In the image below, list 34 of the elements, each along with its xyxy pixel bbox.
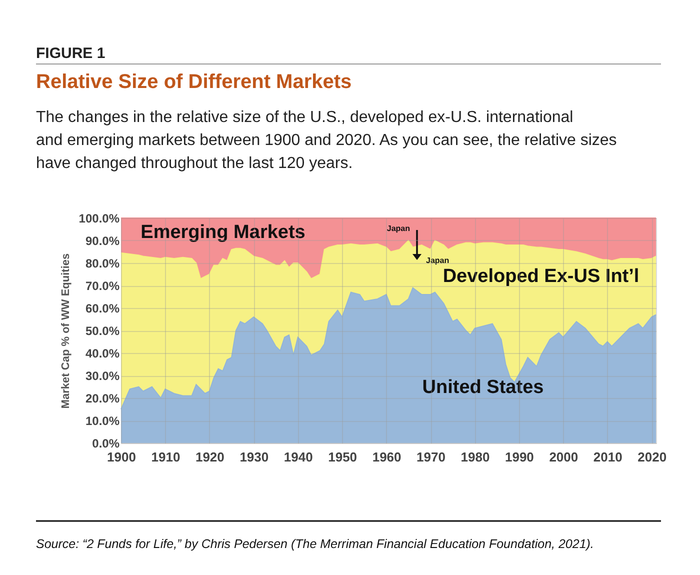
y-tick-label: 30.0%: [85, 369, 120, 383]
y-tick-label: 80.0%: [85, 256, 120, 270]
x-tick-label: 1920: [195, 450, 224, 464]
y-tick-label: 60.0%: [85, 302, 120, 316]
x-tick-label: 2020: [638, 450, 667, 464]
x-tick-label: 1910: [151, 450, 180, 464]
series-label: Emerging Markets: [140, 222, 306, 243]
x-tick-label: 1900: [107, 450, 136, 464]
caption: FIGURE 1: [36, 45, 106, 62]
y-axis-title: Market Cap % of WW Equities: [60, 253, 72, 409]
x-tick-label: 1940: [284, 450, 313, 464]
series-label: United States: [422, 377, 544, 398]
x-tick-label: 1950: [328, 450, 358, 464]
y-tick-label: 50.0%: [85, 324, 120, 338]
chart-title: Relative Size of Different Markets: [36, 71, 352, 93]
x-tick-label: 2000: [549, 450, 578, 464]
y-tick-label: 100.0%: [78, 212, 120, 226]
x-tick-label: 1970: [416, 450, 446, 464]
series-label: Developed Ex-US Int’l: [442, 266, 640, 287]
x-tick-label: 1980: [460, 450, 490, 464]
x-tick-label: 2010: [593, 450, 622, 464]
chart-subtitle: The changes in the relative size of the U.S., developed ex-U.S. international and emerging markets between 1900 and 2020. As you can see, the relative sizes have changed throughout the last 120 years.: [36, 109, 617, 172]
source-note: Source: “2 Funds for Life,” by Chris Pedersen (The Merriman Financial Education Foundation, 2021).: [36, 537, 594, 551]
x-tick-label: 1990: [504, 450, 534, 464]
y-tick-label: 40.0%: [85, 346, 120, 360]
annotation: Japan: [426, 256, 450, 265]
y-tick-label: 90.0%: [85, 234, 120, 248]
x-tick-label: 1960: [372, 450, 402, 464]
y-tick-label: 0.0%: [92, 436, 120, 450]
x-tick-label: 1930: [240, 450, 269, 464]
y-tick-label: 20.0%: [85, 392, 120, 406]
y-tick-label: 70.0%: [85, 279, 120, 293]
annotation: Japan: [386, 224, 410, 233]
y-tick-label: 10.0%: [85, 414, 120, 428]
